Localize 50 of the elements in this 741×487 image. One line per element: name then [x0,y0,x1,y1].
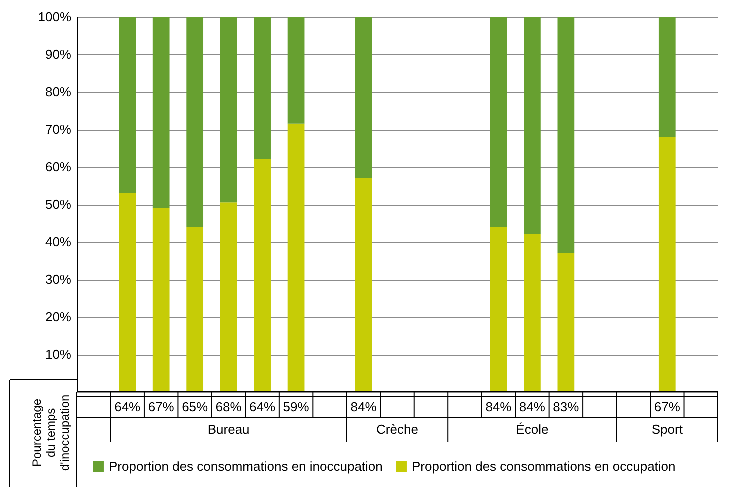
bar [254,17,271,160]
x-tick-label: 65% [182,400,209,414]
y-tick-label: 10% [45,347,72,362]
y-tick-label: 20% [45,310,72,324]
x-tick-label: 83% [553,400,580,414]
bar [355,178,372,392]
bar [220,202,238,392]
bar [152,17,170,208]
bar [490,227,508,392]
bar [254,160,271,392]
x-tick-label: 84% [486,400,512,414]
y-tick-label: 80% [45,84,72,100]
legend-label: Proportion des consommations en occupation [412,458,676,474]
bar [288,124,305,392]
bar [658,17,676,137]
text: Bureau [208,422,250,437]
bar [119,17,136,194]
bar [524,17,541,234]
y-tick-label: 60% [45,160,72,174]
bar [490,17,508,227]
text: Sport [652,422,684,437]
y-tick-label: 70% [45,122,72,137]
text: Pourcentage du temps d'inoccupation [30,394,72,472]
x-tick-label: 84% [350,400,378,414]
bar [355,17,372,178]
y-tick-label: 50% [45,197,72,212]
x-tick-label: 59% [283,400,310,414]
x-tick-label: 64% [114,400,142,414]
x-tick-label: 67% [148,400,175,414]
bar [524,234,541,392]
x-tick-label: 67% [654,400,681,414]
y-tick-label: 90% [45,47,72,62]
bar [288,17,305,124]
text: École [516,422,549,437]
bar [658,137,676,392]
bar [186,17,204,227]
legend-label: Proportion des consommations en inoccupation [109,458,383,474]
bar [119,193,136,392]
y-tick-label: 100% [38,10,72,24]
bar [220,17,238,203]
x-tick-label: 68% [216,400,242,414]
bar [558,253,575,392]
x-tick-label: 64% [250,400,276,414]
bar [558,17,575,254]
y-tick-label: 40% [45,234,72,250]
y-tick-label: 30% [45,272,72,287]
bar [152,208,170,392]
x-tick-label: 84% [519,400,546,414]
bar [186,227,204,392]
text: Crèche [376,422,418,437]
